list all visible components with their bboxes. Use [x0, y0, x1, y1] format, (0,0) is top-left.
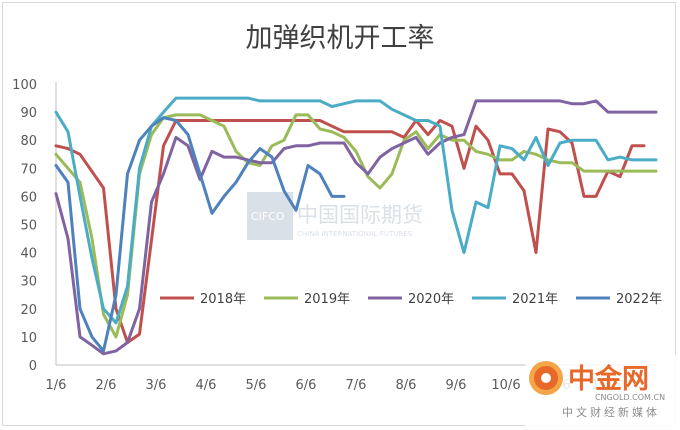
x-tick-label: 2/6 [96, 378, 117, 393]
legend-label: 2022年 [616, 292, 662, 307]
cngold-name: 中金网 [568, 363, 649, 395]
cngold-slogan: 中文财经新媒体 [562, 405, 660, 419]
legend-label: 2019年 [304, 292, 350, 307]
y-tick-label: 80 [20, 134, 37, 149]
legend: 2018年 2019年 2020年 2021年 2022年 [160, 292, 662, 307]
cifco-logo-icon [247, 192, 293, 240]
x-tick-label: 9/6 [446, 378, 467, 393]
cifco-logo-text: CIFCO [251, 210, 285, 223]
cngold-domain: CNGOLD.COM.CN [595, 393, 665, 402]
y-tick-label: 60 [20, 190, 37, 205]
cngold-coin-center-icon [541, 373, 551, 383]
legend-label: 2018年 [200, 292, 246, 307]
x-tick-label: 8/6 [396, 378, 417, 393]
y-tick-label: 10 [20, 331, 37, 346]
series-line-3 [54, 99, 658, 356]
x-tick-label: 1/6 [46, 378, 67, 393]
cifco-english: CHINA INTERNATIONAL FUTURES [297, 230, 413, 238]
series-line-4 [54, 96, 658, 325]
x-tick-label: 7/6 [346, 378, 367, 393]
y-tick-label: 70 [20, 162, 37, 177]
cifco-watermark: CIFCO 中国国际期货 CHINA INTERNATIONAL FUTURES [247, 192, 423, 240]
y-tick-label: 0 [29, 359, 37, 374]
series-line-1 [54, 119, 646, 344]
y-tick-label: 20 [20, 303, 37, 318]
series-layer [54, 96, 658, 356]
cngold-logo: 中金网 CNGOLD.COM.CN 中文财经新媒体 [525, 355, 680, 430]
chart-title: 加弹织机开工率 [246, 23, 435, 54]
x-tick-label: 5/6 [246, 378, 267, 393]
series-line-5 [54, 116, 346, 353]
legend-label: 2021年 [512, 292, 558, 307]
y-tick-label: 40 [20, 247, 37, 262]
y-tick-label: 100 [12, 78, 37, 93]
y-tick-label: 30 [20, 275, 37, 290]
x-tick-label: 4/6 [196, 378, 217, 393]
legend-label: 2020年 [408, 292, 454, 307]
series-line-2 [54, 113, 658, 339]
x-tick-label: 6/6 [296, 378, 317, 393]
y-tick-label: 90 [20, 106, 37, 121]
cifco-name: 中国国际期货 [297, 203, 423, 227]
x-tick-label: 3/6 [146, 378, 167, 393]
x-tick-label: 10/6 [491, 378, 520, 393]
y-tick-label: 50 [20, 219, 37, 234]
